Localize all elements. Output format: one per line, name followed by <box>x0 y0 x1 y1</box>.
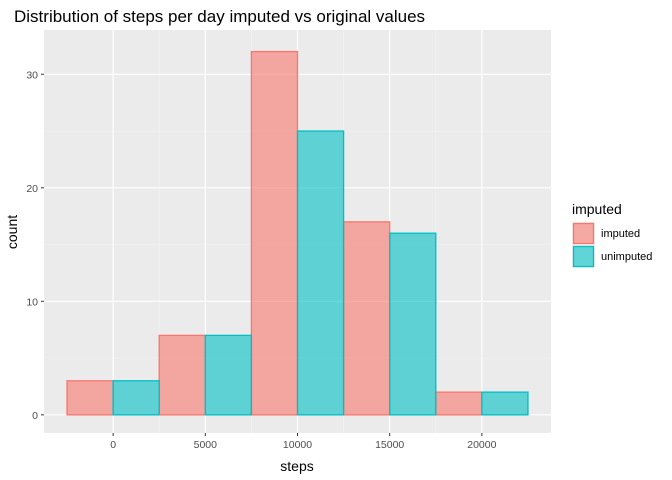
bar-imputed <box>159 335 205 414</box>
x-tick-label: 20000 <box>467 439 496 451</box>
y-tick-label: 20 <box>26 183 38 195</box>
legend-swatch-imputed <box>574 224 594 244</box>
y-tick-label: 30 <box>26 69 38 81</box>
bar-unimputed <box>205 335 251 414</box>
y-tick-label: 0 <box>32 410 38 422</box>
legend-label: unimputed <box>601 251 652 263</box>
x-tick-label: 0 <box>110 439 116 451</box>
bar-imputed <box>436 392 482 415</box>
y-tick-label: 10 <box>26 296 38 308</box>
legend-swatch-unimputed <box>574 247 594 267</box>
bar-imputed <box>251 52 297 415</box>
bar-unimputed <box>482 392 528 415</box>
chart-title: Distribution of steps per day imputed vs… <box>14 7 425 26</box>
bar-imputed <box>344 222 390 415</box>
legend-items: imputed unimputed <box>572 222 652 268</box>
legend-label: imputed <box>601 228 640 240</box>
bar-unimputed <box>113 381 159 415</box>
x-tick-label: 5000 <box>194 439 218 451</box>
x-tick-label: 10000 <box>283 439 312 451</box>
legend-title: imputed <box>572 201 622 217</box>
bar-unimputed <box>298 131 344 415</box>
y-axis-label: count <box>4 215 20 249</box>
y-axis: 0 10 20 30 <box>26 69 44 422</box>
bar-imputed <box>67 381 113 415</box>
x-tick-label: 15000 <box>375 439 404 451</box>
x-axis: 0 5000 10000 15000 20000 <box>110 433 496 451</box>
x-axis-label: steps <box>280 458 313 474</box>
legend: imputed imputed unimputed <box>572 201 652 268</box>
bar-unimputed <box>390 233 436 415</box>
